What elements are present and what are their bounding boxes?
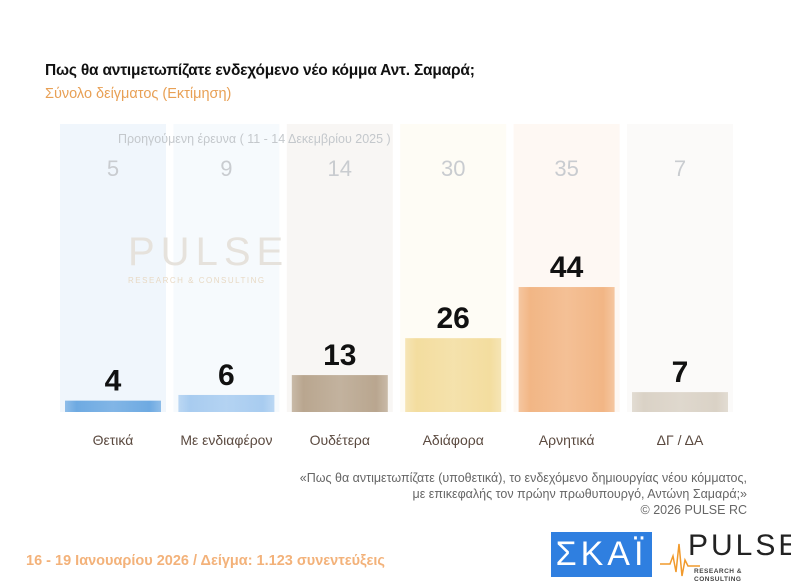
column-background <box>173 124 280 412</box>
value-label: 44 <box>550 251 584 284</box>
footer-sample-info: 16 - 19 Ιανουαρίου 2026 / Δείγμα: 1.123 … <box>26 553 385 569</box>
pulse-logo: PULSE RESEARCH & CONSULTING <box>660 530 791 583</box>
value-label: 13 <box>323 339 356 372</box>
watermark-name: PULSE <box>128 230 290 274</box>
previous-value-label: 30 <box>441 156 465 181</box>
bar-1 <box>178 394 275 412</box>
note-line-2: με επικεφαλής τον πρώην πρωθυπουργό, Αντ… <box>412 487 747 501</box>
chart-subtitle: Σύνολο δείγματος (Εκτίμηση) <box>45 86 232 102</box>
value-label: 26 <box>437 302 470 335</box>
category-label: Ουδέτερα <box>310 432 370 448</box>
value-label: 6 <box>218 359 235 392</box>
copyright: © 2026 PULSE RC <box>640 503 747 517</box>
category-label: ΔΓ / ΔΑ <box>657 432 704 448</box>
column-background <box>286 124 393 412</box>
watermark-sub: RESEARCH & CONSULTING <box>128 276 266 285</box>
category-label: Αρνητικά <box>539 432 595 448</box>
bar-chart: 4 5 Θετικά 6 9 Με ενδιαφέρον 13 14 Ουδέτερα 26 30 Α… <box>60 124 733 448</box>
note-line-1: «Πως θα αντιμετωπίζατε (υποθετικά), το ε… <box>299 471 747 485</box>
chart-title: Πως θα αντιμετωπίζατε ενδεχόμενο νέο κόμ… <box>45 62 475 79</box>
skai-logo: ΣΚΑΪ <box>551 532 652 577</box>
value-label: 4 <box>105 365 122 398</box>
pulse-watermark: PULSE RESEARCH & CONSULTING <box>128 232 289 286</box>
column-background <box>627 124 733 412</box>
category-label: Με ενδιαφέρον <box>180 432 272 448</box>
previous-value-label: 7 <box>674 156 686 181</box>
previous-survey-label: Προηγούμενη έρευνα ( 11 - 14 Δεκεμβρίου … <box>118 132 391 146</box>
pulse-logo-sub: RESEARCH & CONSULTING <box>694 568 742 583</box>
bar-3 <box>405 338 502 412</box>
previous-value-label: 35 <box>554 156 578 181</box>
bar-2 <box>291 375 388 412</box>
pulse-wave-icon <box>660 543 700 577</box>
previous-value-label: 9 <box>220 156 232 181</box>
value-label: 7 <box>672 356 689 389</box>
bar-0 <box>65 400 161 412</box>
category-label: Αδιάφορα <box>423 432 484 448</box>
column-background <box>60 124 166 412</box>
category-label: Θετικά <box>93 432 134 448</box>
bar-4 <box>518 287 615 412</box>
pulse-logo-name: PULSE <box>688 529 791 562</box>
previous-value-label: 5 <box>107 156 119 181</box>
question-note: «Πως θα αντιμετωπίζατε (υποθετικά), το ε… <box>300 470 747 518</box>
previous-value-label: 14 <box>328 156 352 181</box>
bar-5 <box>632 392 728 412</box>
